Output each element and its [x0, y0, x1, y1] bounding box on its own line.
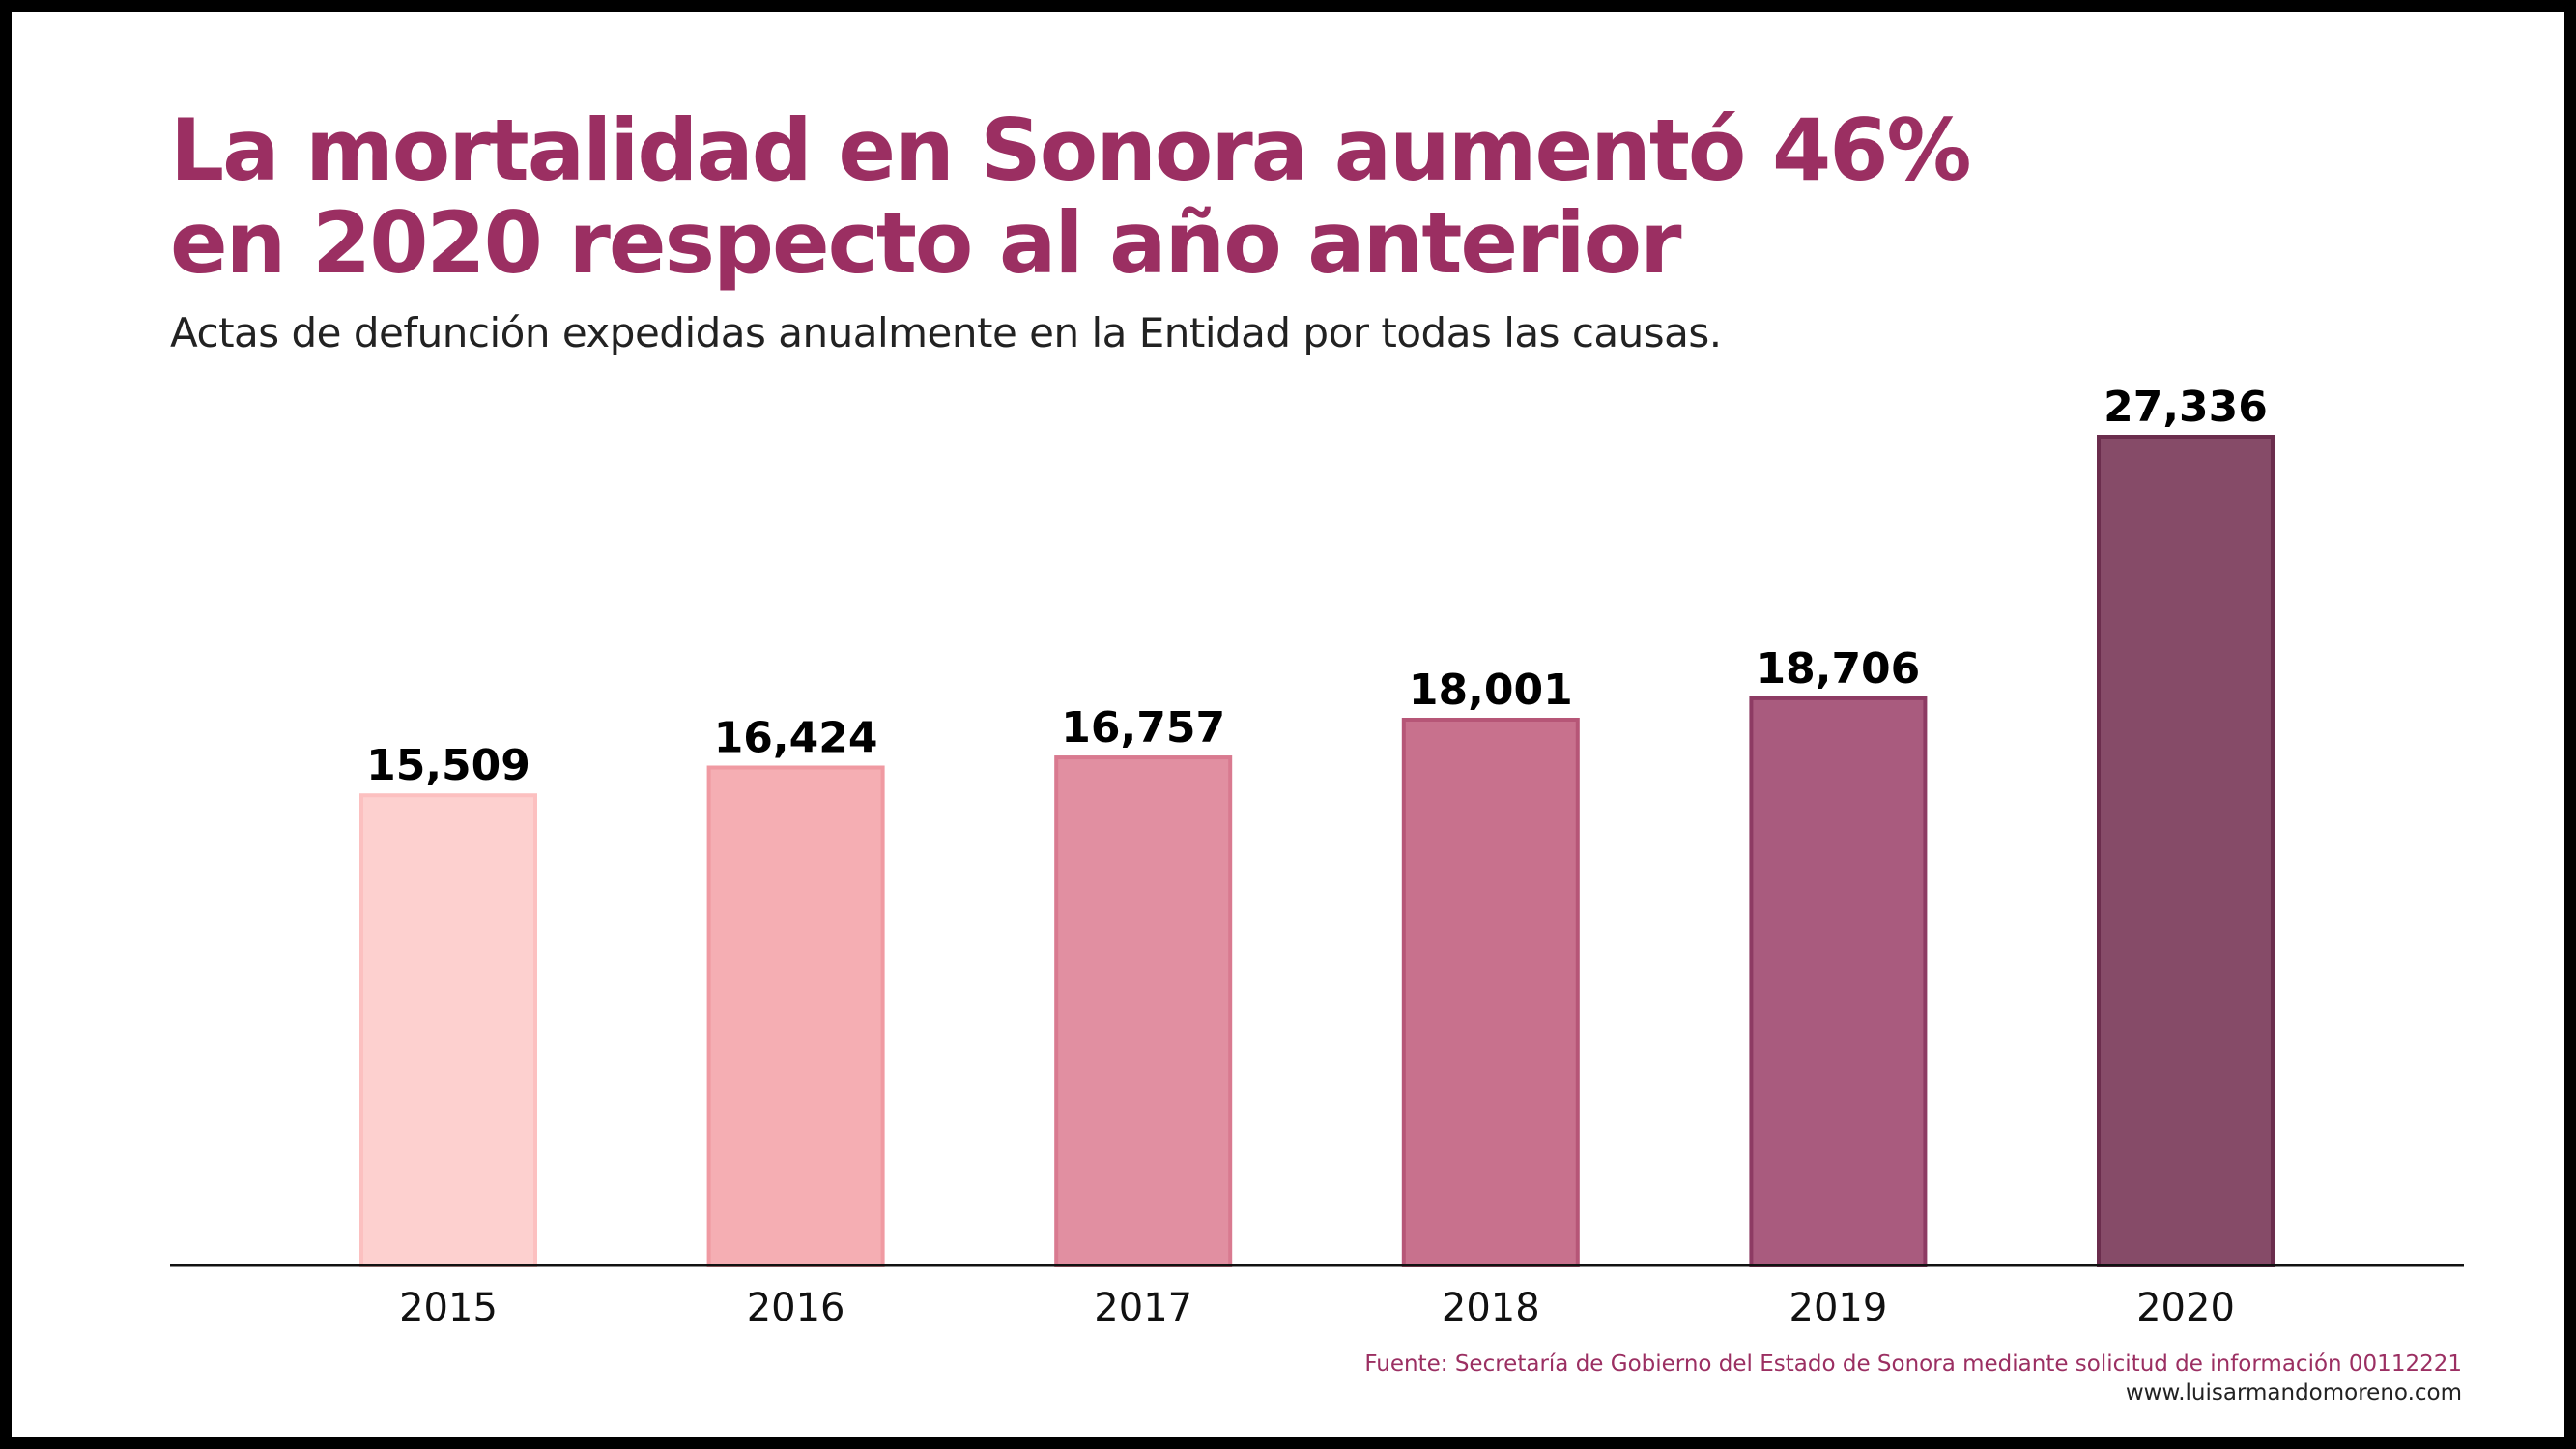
value-label-2019: 18,706: [1757, 644, 1921, 694]
website-text: www.luisarmandomoreno.com: [2125, 1380, 2462, 1406]
source-note: Fuente: Secretaría de Gobierno del Estad…: [1364, 1350, 2462, 1407]
value-label-2015: 15,509: [366, 741, 530, 790]
x-tick-label-2020: 2020: [2136, 1286, 2235, 1330]
x-tick-label-2016: 2016: [747, 1286, 845, 1330]
x-tick-label-2019: 2019: [1789, 1286, 1888, 1330]
title-line-2: en 2020 respecto al año anterior: [170, 193, 1681, 293]
x-tick-label-2017: 2017: [1094, 1286, 1192, 1330]
x-tick-labels-group: 2015 2016 2017 2018 2019 2020: [399, 1286, 2235, 1330]
bar-chart: 15,509 16,424 16,757 18,001 18,706 27,336 201…: [170, 383, 2464, 1330]
chart-frame: La mortalidad en Sonora aumentó 46% en 2…: [12, 12, 2564, 1437]
source-text: Fuente: Secretaría de Gobierno del Estad…: [1364, 1351, 2462, 1377]
value-label-2017: 16,757: [1061, 703, 1225, 753]
value-label-2020: 27,336: [2104, 383, 2268, 432]
bar-2019: [1749, 696, 1928, 1267]
bar-2017: [1054, 755, 1233, 1267]
bar-2018: [1401, 717, 1580, 1267]
value-label-2018: 18,001: [1409, 666, 1573, 715]
chart-subtitle: Actas de defunción expedidas anualmente …: [170, 309, 1722, 356]
bar-2016: [706, 765, 885, 1267]
chart-title: La mortalidad en Sonora aumentó 46% en 2…: [170, 100, 1972, 293]
x-tick-label-2015: 2015: [399, 1286, 498, 1330]
bars-group: [359, 435, 2275, 1267]
bar-2020: [2097, 435, 2275, 1267]
title-line-1: La mortalidad en Sonora aumentó 46%: [170, 100, 1972, 200]
value-label-2016: 16,424: [714, 713, 878, 762]
bar-2015: [359, 793, 537, 1267]
x-tick-label-2018: 2018: [1442, 1286, 1540, 1330]
value-labels-group: 15,509 16,424 16,757 18,001 18,706 27,336: [366, 383, 2268, 790]
